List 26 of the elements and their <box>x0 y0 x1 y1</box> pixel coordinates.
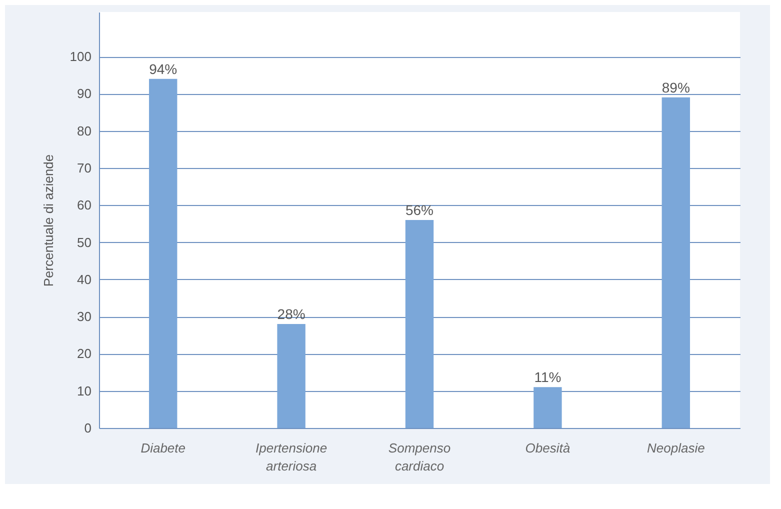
bar <box>662 97 690 428</box>
data-label: 94% <box>149 60 178 77</box>
x-tick-label: Obesità <box>525 440 570 456</box>
y-tick-label: 10 <box>77 383 92 398</box>
data-label: 11% <box>534 369 562 386</box>
y-tick-label: 90 <box>77 86 92 102</box>
x-tick-label: Diabete <box>140 440 186 456</box>
y-tick-label: 60 <box>77 198 92 213</box>
x-tick-label: Sompenso cardiaco <box>388 440 451 474</box>
y-axis-title: Percentuale di aziende <box>40 154 56 287</box>
x-tick-label: Neoplasie <box>646 440 705 456</box>
x-tick-label: Ipertensione arteriosa <box>256 440 328 474</box>
bar <box>534 387 562 428</box>
data-label: 89% <box>662 79 690 96</box>
y-tick-label: 0 <box>84 420 92 436</box>
bar <box>405 220 434 428</box>
y-tick-label: 70 <box>77 160 92 176</box>
y-tick-label: 80 <box>77 123 92 138</box>
bar <box>277 324 306 428</box>
y-tick-label: 30 <box>77 309 92 324</box>
y-tick-label: 100 <box>70 49 92 64</box>
bar <box>149 78 178 428</box>
y-tick-label: 20 <box>77 346 92 362</box>
y-tick-label: 40 <box>77 272 92 287</box>
y-tick-label: 50 <box>77 234 92 250</box>
data-label: 56% <box>405 202 434 218</box>
